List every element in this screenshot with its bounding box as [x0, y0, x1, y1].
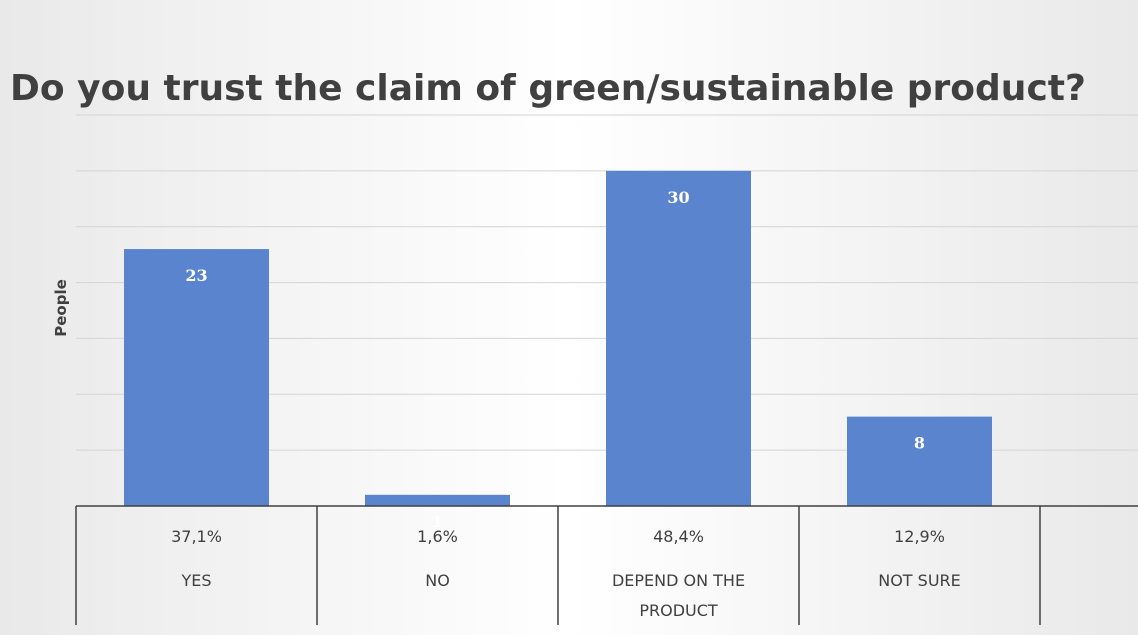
category-label: PRODUCT: [639, 601, 718, 620]
category-label: NO: [425, 571, 450, 590]
bar: [847, 416, 992, 506]
category-label: DEPEND ON THE: [612, 571, 745, 590]
bars: [124, 170, 992, 507]
percentage-label: 48,4%: [653, 527, 704, 546]
data-label: 8: [914, 434, 925, 453]
data-label: 1: [432, 512, 443, 531]
bar: [124, 249, 269, 507]
data-label: 30: [667, 188, 689, 207]
chart-title: Do you trust the claim of green/sustaina…: [10, 68, 1086, 109]
percentage-label: 12,9%: [894, 527, 945, 546]
y-axis-label: People: [52, 279, 70, 337]
category-label: NOT SURE: [878, 571, 961, 590]
data-label: 23: [185, 266, 207, 285]
percentage-label: 37,1%: [171, 527, 222, 546]
bar: [606, 170, 751, 506]
percentage-label: 1,6%: [417, 527, 458, 546]
data-labels: 23 1 30 8: [185, 188, 925, 531]
bar: [365, 494, 510, 506]
category-axis: 37,1% YES 1,6% NO 48,4% DEPEND ON THE PRODUCT 1…: [75, 505, 1138, 625]
category-label: YES: [180, 571, 211, 590]
